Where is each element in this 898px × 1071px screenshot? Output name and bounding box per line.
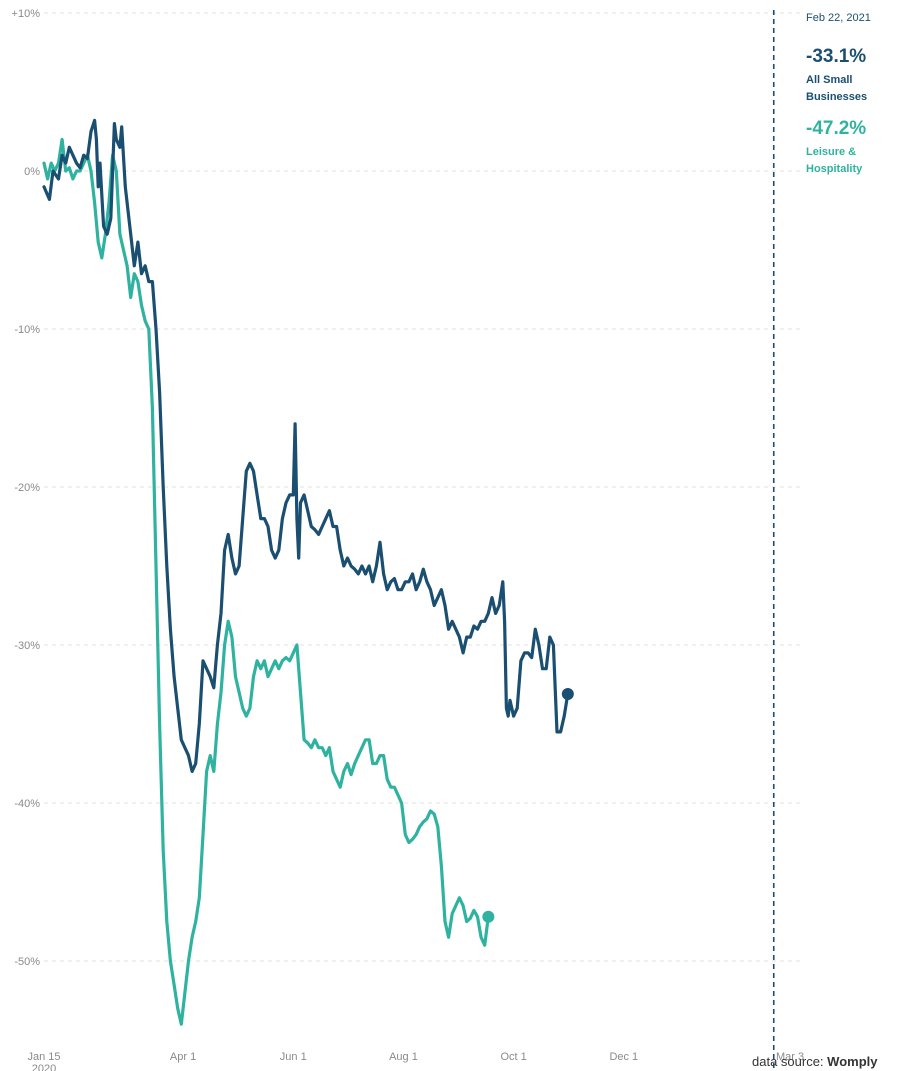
y-tick-label: -20% bbox=[14, 482, 40, 494]
x-tick-label: Jun 1 bbox=[280, 1051, 307, 1063]
series-value-all-small-businesses: -33.1% bbox=[806, 46, 867, 67]
y-tick-label: 0% bbox=[24, 166, 40, 178]
y-tick-label: -10% bbox=[14, 324, 40, 336]
source-prefix: data source: bbox=[752, 1054, 828, 1069]
data-source-credit: data source: Womply bbox=[752, 1054, 877, 1069]
series-end-dots bbox=[482, 687, 574, 923]
y-tick-label: -30% bbox=[14, 640, 40, 652]
series-line-leisure-hospitality bbox=[42, 137, 490, 1026]
y-tick-label: +10% bbox=[12, 8, 41, 20]
y-tick-label: -50% bbox=[14, 956, 40, 968]
x-tick-label: Oct 1 bbox=[500, 1051, 526, 1063]
series-value-leisure-hospitality: -47.2% bbox=[806, 118, 867, 139]
marker-date-label: Feb 22, 2021 bbox=[806, 12, 871, 24]
x-tick-label: Mar 3 bbox=[776, 1051, 804, 1063]
y-tick-label: -40% bbox=[14, 798, 40, 810]
series-line-all-small-businesses bbox=[42, 118, 570, 773]
grid-lines bbox=[44, 12, 800, 962]
end-point-dot bbox=[482, 910, 495, 923]
series-lines bbox=[42, 118, 570, 1026]
x-tick-label: Apr 1 bbox=[170, 1051, 196, 1063]
series-name-all-small-businesses: All Small Businesses bbox=[806, 74, 868, 103]
x-tick-label: Jan 15 bbox=[27, 1051, 60, 1063]
x-tick-label: Dec 1 bbox=[609, 1051, 638, 1063]
series-name-leisure-hospitality: Leisure & Hospitality bbox=[806, 146, 863, 175]
source-name: Womply bbox=[827, 1054, 878, 1069]
x-tick-sublabel: 2020 bbox=[32, 1063, 56, 1071]
end-point-dot bbox=[561, 687, 574, 700]
y-axis: +10% 0% -10% -20% -30% -40% -50% bbox=[12, 8, 41, 968]
x-tick-label: Aug 1 bbox=[389, 1051, 418, 1063]
